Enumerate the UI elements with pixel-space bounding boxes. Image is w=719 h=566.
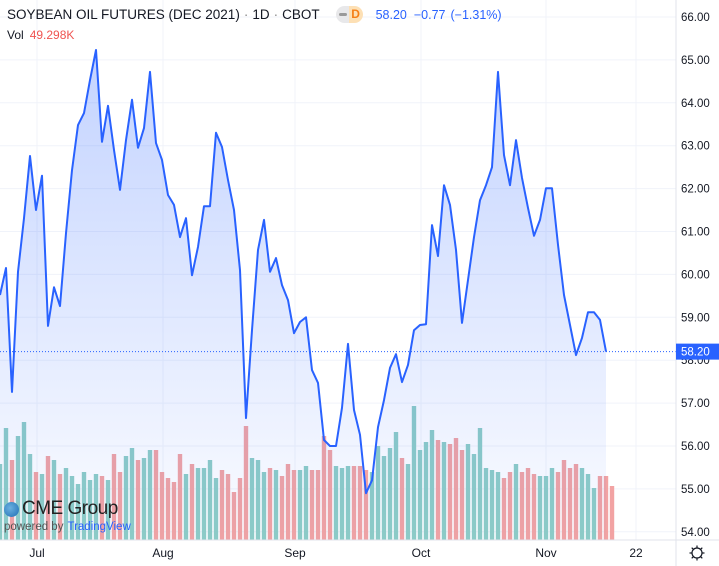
last-price-label: 58.20 <box>681 347 710 359</box>
x-tick-label: Jul <box>29 546 44 560</box>
y-tick-label: 54.00 <box>681 527 710 539</box>
price-change-pct: (−1.31%) <box>450 7 502 22</box>
cme-logo[interactable]: CME Group powered by TradingView <box>4 498 131 533</box>
y-tick-label: 59.00 <box>681 312 710 324</box>
price-axis <box>676 0 719 566</box>
gear-tooth <box>700 556 703 559</box>
x-tick-label: Oct <box>412 546 431 560</box>
powered-by: powered by <box>4 521 64 533</box>
gear-tooth <box>691 556 694 559</box>
brand-name: CME Group <box>22 498 118 519</box>
price-change: −0.77 <box>413 7 446 22</box>
gear-tooth <box>691 547 694 550</box>
y-tick-label: 56.00 <box>681 441 710 453</box>
delayed-badge: D <box>348 6 363 23</box>
x-tick-label: 22 <box>629 546 643 560</box>
y-tick-label: 61.00 <box>681 227 710 239</box>
y-tick-label: 62.00 <box>681 184 710 196</box>
volume-legend: Vol 49.298K <box>7 28 74 42</box>
last-price-tag <box>676 343 719 360</box>
x-tick-label: Aug <box>152 546 173 560</box>
symbol-title: SOYBEAN OIL FUTURES (DEC 2021) <box>7 7 240 22</box>
settings-icon[interactable] <box>689 545 705 561</box>
y-tick-label: 60.00 <box>681 269 710 281</box>
exchange: CBOT <box>282 7 320 22</box>
volume-value: 49.298K <box>29 28 75 42</box>
tradingview-link[interactable]: TradingView <box>67 521 131 533</box>
y-tick-label: 64.00 <box>681 98 710 110</box>
y-tick-label: 57.00 <box>681 398 710 410</box>
chart-header: SOYBEAN OIL FUTURES (DEC 2021) · 1D · CB… <box>7 6 502 23</box>
price-line <box>0 49 607 495</box>
y-tick-label: 66.00 <box>681 12 710 24</box>
price-area <box>0 50 606 540</box>
globe-icon <box>4 501 19 517</box>
market-status-badge[interactable]: D <box>335 6 363 23</box>
x-tick-label: Sep <box>284 546 306 560</box>
minus-icon <box>335 6 349 23</box>
x-tick-label: Nov <box>535 546 556 560</box>
volume-label: Vol <box>7 28 24 42</box>
last-price: 58.20 <box>375 7 407 22</box>
interval[interactable]: 1D <box>252 7 270 22</box>
y-tick-label: 65.00 <box>681 55 710 67</box>
volume-bar <box>609 486 615 540</box>
gear-tooth <box>700 547 703 550</box>
y-tick-label: 63.00 <box>681 141 710 153</box>
y-tick-label: 55.00 <box>681 484 710 496</box>
